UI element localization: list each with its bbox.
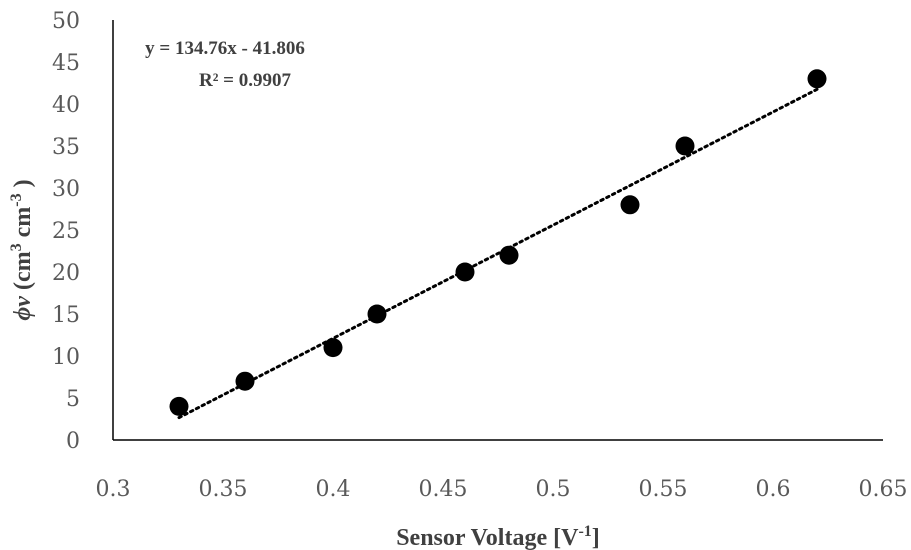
y-axis-title-unit-a: (cm xyxy=(10,251,36,296)
y-axis-title-unit-c: ) xyxy=(10,179,36,193)
data-point xyxy=(169,396,189,416)
y-axis-title-sup-1: 3 xyxy=(8,243,25,251)
x-tick-label: 0.45 xyxy=(419,477,468,502)
x-tick-label: 0.5 xyxy=(536,477,571,502)
x-axis-title-base: Sensor Voltage [V xyxy=(396,525,579,550)
data-points xyxy=(169,69,827,416)
x-axis-ticks: 0.3 0.35 0.4 0.45 0.5 0.55 0.6 0.65 xyxy=(96,477,908,502)
y-tick-label: 45 xyxy=(52,51,80,76)
data-point xyxy=(675,136,695,156)
data-point xyxy=(323,338,343,358)
linear-trendline xyxy=(177,87,819,420)
x-tick-label: 0.3 xyxy=(96,477,131,502)
x-tick-label: 0.55 xyxy=(639,477,688,502)
y-tick-label: 20 xyxy=(52,261,80,286)
data-point xyxy=(235,371,255,391)
x-tick-label: 0.65 xyxy=(859,477,908,502)
x-axis-title: Sensor Voltage [V-1] xyxy=(396,523,600,550)
data-point xyxy=(367,304,387,324)
y-axis-title-symbol: ϕv xyxy=(10,296,36,321)
y-tick-label: 30 xyxy=(52,177,80,202)
x-tick-label: 0.4 xyxy=(316,477,351,502)
y-tick-label: 5 xyxy=(66,387,80,412)
y-axis-ticks: 0 5 10 15 20 25 30 35 40 45 50 xyxy=(52,9,80,454)
data-point xyxy=(455,262,475,282)
data-point xyxy=(499,245,519,265)
y-axis-title: ϕv (cm3 cm-3 ) xyxy=(8,179,36,320)
y-tick-label: 15 xyxy=(52,303,80,328)
y-tick-label: 25 xyxy=(52,219,80,244)
y-axis-title-unit-b: cm xyxy=(10,207,36,244)
data-point xyxy=(807,69,827,89)
x-axis-title-end: ] xyxy=(592,525,600,550)
y-tick-label: 35 xyxy=(52,135,80,160)
x-tick-label: 0.6 xyxy=(756,477,791,502)
trendline-r-squared: R² = 0.9907 xyxy=(199,70,291,91)
trendline-equation: y = 134.76x - 41.806 xyxy=(145,38,305,59)
y-tick-label: 0 xyxy=(66,429,80,454)
y-tick-label: 10 xyxy=(52,345,80,370)
y-tick-label: 50 xyxy=(52,9,80,34)
data-point xyxy=(620,195,640,215)
x-axis-title-superscript: -1 xyxy=(578,523,591,540)
y-axis-title-sup-2: -3 xyxy=(8,193,25,206)
x-tick-label: 0.35 xyxy=(199,477,248,502)
y-tick-label: 40 xyxy=(52,93,80,118)
